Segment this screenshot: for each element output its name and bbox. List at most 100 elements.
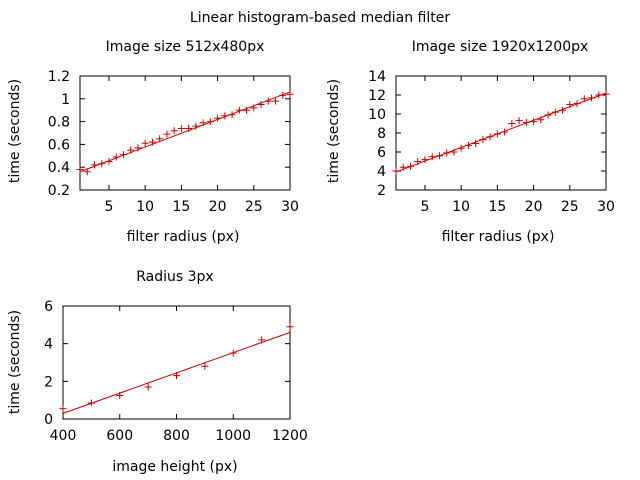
data-point bbox=[580, 95, 588, 103]
data-point bbox=[566, 101, 574, 108]
data-point bbox=[406, 162, 414, 170]
x-tick-label: 25 bbox=[245, 199, 263, 215]
x-tick-label: 10 bbox=[136, 199, 154, 215]
x-tick-label: 400 bbox=[50, 428, 77, 444]
y-axis-label: time (seconds) bbox=[7, 79, 23, 183]
data-point bbox=[206, 118, 214, 126]
data-point bbox=[435, 152, 443, 160]
y-tick-label: 12 bbox=[368, 88, 386, 104]
data-point bbox=[522, 119, 530, 127]
x-tick-label: 30 bbox=[281, 199, 299, 215]
y-tick-label: 0.6 bbox=[48, 137, 70, 153]
data-point bbox=[257, 101, 265, 108]
data-point bbox=[59, 405, 67, 413]
data-point bbox=[90, 161, 98, 169]
data-point bbox=[192, 122, 200, 130]
data-point bbox=[544, 111, 552, 119]
data-point bbox=[588, 94, 596, 102]
y-tick-label: 4 bbox=[377, 164, 386, 180]
x-tick-label: 5 bbox=[105, 199, 114, 215]
y-tick-label: 4 bbox=[44, 337, 53, 353]
data-point bbox=[177, 124, 185, 132]
data-point bbox=[428, 153, 436, 161]
chart-title: Image size 1920x1200px bbox=[412, 39, 589, 55]
data-point bbox=[170, 127, 178, 135]
data-point bbox=[199, 119, 207, 127]
x-tick-label: 20 bbox=[525, 199, 543, 215]
data-point bbox=[163, 130, 171, 138]
chart-panel-512x480: Image size 512x480px filter radius (px) … bbox=[7, 39, 299, 245]
data-point bbox=[98, 160, 106, 168]
x-tick-label: 800 bbox=[163, 428, 190, 444]
x-tick-label: 30 bbox=[597, 199, 615, 215]
y-axis-label: time (seconds) bbox=[7, 310, 23, 414]
data-point bbox=[537, 116, 545, 124]
data-point bbox=[501, 128, 509, 136]
data-point bbox=[399, 163, 407, 171]
x-axis-label: filter radius (px) bbox=[127, 229, 240, 245]
figure-title: Linear histogram-based median filter bbox=[190, 10, 450, 26]
data-point bbox=[250, 104, 258, 112]
data-point bbox=[258, 336, 266, 344]
data-point bbox=[286, 323, 294, 331]
x-tick-label: 15 bbox=[488, 199, 506, 215]
data-point bbox=[493, 130, 501, 138]
data-point bbox=[119, 151, 127, 159]
data-point bbox=[421, 156, 429, 164]
data-point bbox=[144, 383, 152, 391]
y-tick-label: 14 bbox=[368, 69, 386, 85]
data-point bbox=[414, 158, 422, 165]
data-point bbox=[134, 144, 142, 152]
data-point bbox=[530, 118, 538, 126]
data-point bbox=[83, 168, 91, 176]
data-point bbox=[87, 399, 95, 407]
data-point bbox=[156, 135, 164, 143]
x-tick-label: 15 bbox=[172, 199, 190, 215]
data-point bbox=[443, 149, 451, 157]
data-point bbox=[148, 138, 156, 146]
data-point bbox=[472, 139, 480, 147]
data-point bbox=[272, 97, 280, 105]
chart-panel-radius-3px: Radius 3px image height (px) time (secon… bbox=[7, 269, 308, 475]
data-point bbox=[279, 91, 287, 99]
data-point bbox=[76, 165, 84, 173]
x-tick-label: 600 bbox=[106, 428, 133, 444]
data-point bbox=[228, 111, 236, 119]
data-point bbox=[185, 124, 193, 132]
x-tick-label: 20 bbox=[209, 199, 227, 215]
x-axis-label: image height (px) bbox=[112, 459, 237, 475]
data-point bbox=[141, 139, 149, 147]
data-point bbox=[457, 144, 465, 152]
data-point bbox=[559, 106, 567, 114]
y-tick-label: 2 bbox=[44, 374, 53, 390]
data-point bbox=[450, 148, 458, 156]
data-point bbox=[105, 158, 113, 165]
x-axis-label: filter radius (px) bbox=[442, 229, 555, 245]
y-tick-label: 6 bbox=[44, 299, 53, 315]
data-point bbox=[264, 97, 272, 105]
data-point bbox=[229, 349, 237, 357]
data-point bbox=[508, 120, 516, 127]
data-point bbox=[221, 112, 229, 120]
data-point bbox=[243, 106, 251, 114]
chart-title: Image size 512x480px bbox=[106, 39, 265, 55]
plot-frame bbox=[62, 305, 291, 420]
y-tick-label: 1.2 bbox=[48, 69, 70, 85]
x-tick-label: 1200 bbox=[272, 428, 308, 444]
x-tick-label: 10 bbox=[452, 199, 470, 215]
trend-line bbox=[395, 92, 607, 173]
y-tick-label: 1 bbox=[61, 92, 70, 108]
y-axis-label: time (seconds) bbox=[326, 79, 342, 183]
x-tick-label: 25 bbox=[561, 199, 579, 215]
data-point bbox=[486, 133, 494, 141]
data-point bbox=[464, 141, 472, 149]
data-point bbox=[479, 136, 487, 144]
y-tick-label: 6 bbox=[377, 145, 386, 161]
data-point bbox=[286, 90, 294, 98]
y-tick-label: 0.8 bbox=[48, 115, 70, 131]
data-point bbox=[116, 391, 124, 399]
y-tick-label: 8 bbox=[377, 126, 386, 142]
y-tick-label: 0.4 bbox=[48, 160, 70, 176]
x-tick-label: 1000 bbox=[215, 428, 251, 444]
